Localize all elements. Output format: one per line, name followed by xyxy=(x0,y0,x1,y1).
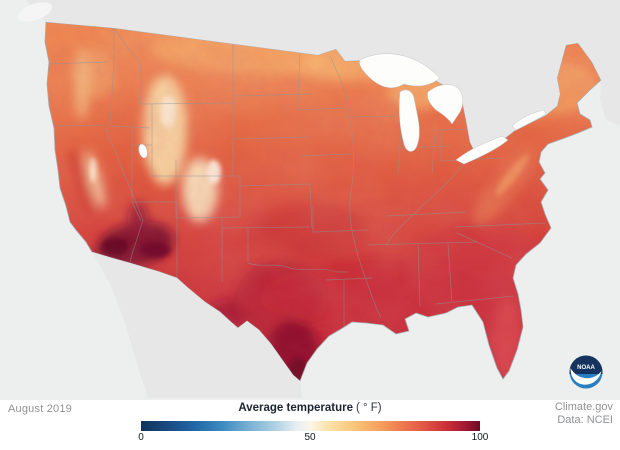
source-line1: Climate.gov xyxy=(554,401,613,413)
lake-ontario xyxy=(511,109,547,131)
noaa-logo: NOAA xyxy=(569,355,603,389)
colorbar-tick-0: 0 xyxy=(138,432,144,443)
great-salt-lake xyxy=(138,143,148,159)
lake-superior xyxy=(359,53,441,88)
colorbar xyxy=(141,421,480,431)
great-lakes xyxy=(138,53,547,165)
noaa-logo-seagull xyxy=(570,368,602,385)
date-label: August 2019 xyxy=(8,403,72,415)
mexico-landmass xyxy=(92,252,302,398)
noaa-logo-dome xyxy=(569,355,603,374)
lake-erie xyxy=(455,135,509,165)
lake-michigan xyxy=(398,89,420,152)
noaa-logo-text: NOAA xyxy=(577,365,595,371)
source-line2: Data: NCEI xyxy=(557,413,613,426)
colorbar-tick-50: 50 xyxy=(304,432,316,443)
lake-huron xyxy=(427,84,463,125)
state-borders xyxy=(45,27,546,326)
legend-title-units: ( ° F) xyxy=(355,402,382,414)
canada-landmass xyxy=(26,0,620,150)
vancouver-island xyxy=(17,2,53,22)
source-credit: Climate.gov Data: NCEI xyxy=(555,401,613,426)
legend-title-text: Average temperature xyxy=(238,402,353,414)
colorbar-tick-100: 100 xyxy=(471,432,489,443)
legend-title: Average temperature( ° F) xyxy=(0,402,620,414)
